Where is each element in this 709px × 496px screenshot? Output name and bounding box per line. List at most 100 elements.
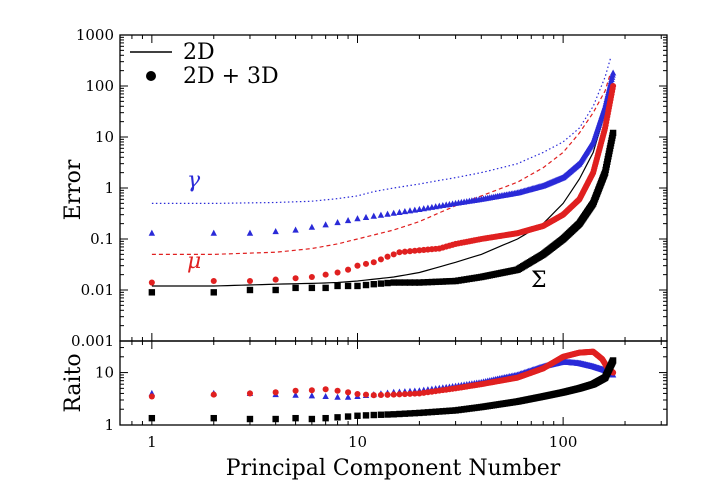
x-axis-title: Principal Component Number: [226, 456, 561, 481]
scatter-0-point-10: [362, 213, 370, 220]
ratio-2-point-2: [246, 415, 254, 423]
ratio-1-point-4: [292, 387, 299, 394]
ratio-2-point-16: [401, 410, 409, 417]
ratio-2-point-17: [406, 410, 414, 417]
scatter-0-point-8: [344, 217, 352, 224]
scatter-0-point-5: [308, 223, 316, 230]
scatter-2-point-26: [442, 278, 450, 285]
scatter-2-point-1: [210, 289, 217, 296]
ratio-1-point-6: [322, 386, 329, 393]
ratio-1-point-11: [370, 392, 377, 399]
scatter-1-point-4: [292, 275, 299, 282]
ratio-2-point-26: [442, 407, 450, 415]
scatter-2-point-20: [420, 279, 427, 286]
scatter-0-point-14: [390, 209, 397, 216]
ratio-2-point-18: [411, 409, 419, 417]
scatter-2-point-24: [436, 278, 443, 285]
scatter-1-point-11: [370, 259, 377, 266]
scatter-1-point-17: [406, 248, 414, 255]
ratio-2-point-21: [424, 409, 432, 416]
legend-dot-marker: [146, 71, 156, 81]
ratio-2-point-24: [436, 408, 443, 415]
scatter-0-point-16: [401, 208, 409, 215]
ratio-1-point-7: [334, 387, 341, 394]
scatter-1-point-19: [416, 247, 423, 254]
scatter-2-point-19: [416, 279, 423, 286]
scatter-2-point-15: [396, 279, 403, 286]
scatter-2-point-21: [424, 278, 432, 286]
scatter-0-point-2: [246, 229, 254, 236]
ratio-2-point-15: [396, 410, 403, 418]
ratio-1-point-12: [377, 391, 384, 399]
error-tick-label-1000: 1000: [76, 26, 114, 44]
ratio-1-point-16: [401, 391, 408, 398]
ratio-2-point-14: [390, 411, 397, 418]
ratio-1-point-13: [384, 391, 391, 398]
ratio-2-point-13: [384, 411, 391, 418]
legend-label-2d: 2D: [183, 40, 215, 65]
scatter-2-point-5: [308, 284, 316, 292]
scatter-1-point-14: [390, 251, 397, 258]
scatter-2-point-13: [384, 279, 391, 287]
ratio-1-point-5: [308, 387, 315, 394]
scatter-1-point-13: [384, 253, 391, 260]
x-tick-label-100: 100: [549, 433, 578, 451]
ratio-2-point-7: [334, 414, 341, 421]
ratio-1-point-17: [406, 390, 414, 397]
scatter-1-point-174: [610, 82, 617, 90]
annotation-sigma: Σ: [531, 268, 547, 293]
scatter-1-point-2: [246, 277, 254, 285]
ratio-tick-label-1: 1: [104, 416, 114, 434]
error-axis-title: Error: [61, 159, 86, 220]
ratio-2-point-23: [432, 408, 439, 415]
ratio-2-point-4: [292, 414, 299, 422]
legend-label-2d3d: 2D + 3D: [183, 64, 279, 89]
ratio-2-point-12: [377, 411, 385, 418]
ratio-0-point-8: [344, 393, 352, 400]
error-tick-label-10: 10: [95, 128, 114, 146]
ratio-2-point-9: [354, 412, 361, 419]
line-series-0: [151, 58, 612, 204]
error-tick-label-0.1: 0.1: [90, 230, 114, 248]
scatter-0-point-174: [609, 69, 617, 76]
ratio-0-point-7: [334, 393, 341, 400]
scatter-1-point-8: [345, 266, 352, 273]
scatter-0-point-18: [411, 206, 419, 213]
scatter-2-point-22: [428, 278, 436, 286]
ratio-1-point-8: [345, 389, 352, 396]
annotation-gamma: γ: [187, 168, 201, 193]
scatter-1-point-7: [334, 269, 341, 276]
scatter-1-point-9: [354, 262, 361, 269]
scatter-0-point-1: [210, 229, 217, 236]
scatter-2-point-17: [406, 279, 414, 286]
scatter-2-point-18: [411, 279, 419, 286]
scatter-0-point-9: [354, 215, 361, 222]
ratio-1-point-2: [246, 390, 254, 397]
ratio-2-point-174: [609, 357, 617, 364]
ratio-panel: 1 10 100 1 10 Raito Principal Component Numb…: [61, 340, 668, 481]
error-plot-area: [148, 58, 617, 296]
scatter-2-point-174: [609, 129, 617, 137]
scatter-2-point-12: [377, 280, 385, 287]
ratio-0-point-4: [292, 391, 299, 398]
scatter-0-point-3: [272, 228, 279, 235]
scatter-2-point-0: [148, 289, 156, 296]
scatter-0-point-4: [292, 226, 299, 233]
ratio-2-point-5: [308, 415, 316, 423]
ratio-2-point-6: [322, 414, 329, 422]
ratio-panel-frame: [119, 340, 668, 426]
ratio-axes: 1 10 100 1 10: [95, 340, 667, 451]
scatter-2-point-10: [362, 281, 370, 289]
scatter-2-point-8: [344, 282, 352, 290]
scatter-1-point-0: [148, 279, 155, 286]
line-series-1: [151, 72, 612, 255]
scatter-1-point-5: [308, 273, 315, 281]
x-tick-label-1: 1: [147, 433, 157, 451]
ratio-2-point-1: [210, 414, 217, 422]
error-tick-label-0.01: 0.01: [81, 281, 114, 299]
ratio-2-point-3: [272, 415, 279, 423]
scatter-2-point-2: [246, 286, 254, 294]
ratio-2-point-11: [370, 411, 377, 419]
ratio-2-point-22: [428, 408, 436, 416]
